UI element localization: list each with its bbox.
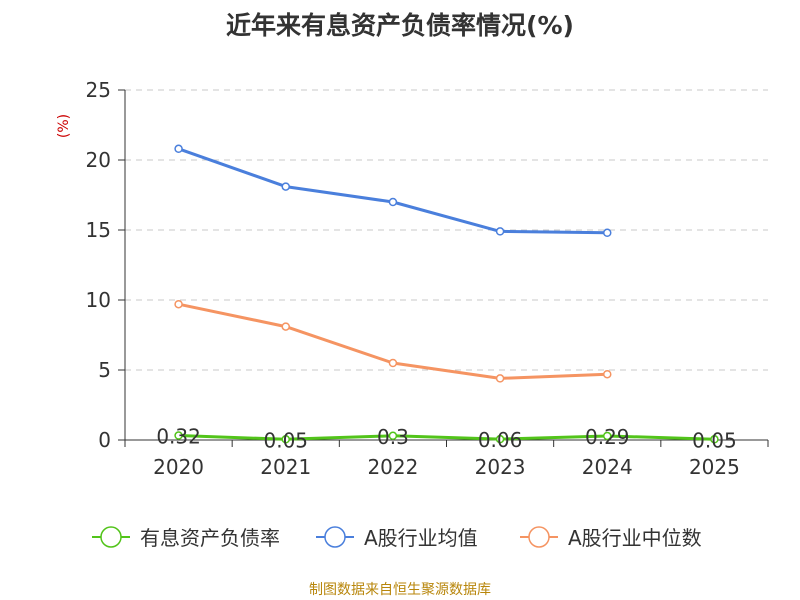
data-point <box>495 434 505 444</box>
data-label: 0.32 <box>156 425 201 449</box>
data-point <box>174 431 183 440</box>
gridlines <box>125 89 768 371</box>
y-tick-label: 5 <box>98 358 111 382</box>
source-note: 制图数据来自恒生聚源数据库 <box>309 582 491 598</box>
x-tick-label: 2021 <box>260 455 311 479</box>
data-point <box>281 182 290 191</box>
legend-label: 有息资产负债率 <box>140 526 280 550</box>
data-label: 0.06 <box>478 428 523 452</box>
data-point <box>710 435 719 444</box>
data-point <box>174 144 183 154</box>
y-tick-label: 15 <box>86 218 111 242</box>
legend-marker <box>100 526 122 548</box>
series-line <box>177 302 609 380</box>
data-label: 0.05 <box>692 428 737 452</box>
x-tick-label: 2025 <box>689 455 740 479</box>
series-lines <box>174 144 719 444</box>
legend-marker <box>324 526 346 548</box>
data-label: 0.05 <box>263 428 308 452</box>
data-point <box>495 227 505 236</box>
data-label: 0.29 <box>585 425 630 449</box>
data-point <box>388 431 398 441</box>
legend[interactable]: 有息资产负债率 A股行业均值 A股行业中位数 <box>92 526 702 550</box>
y-tick-label: 10 <box>86 288 111 312</box>
data-point <box>281 322 290 331</box>
data-point <box>388 358 398 368</box>
y-axis-unit: (%) <box>56 114 72 138</box>
legend-marker <box>528 526 550 548</box>
legend-label: A股行业均值 <box>364 526 478 550</box>
data-point <box>603 431 612 441</box>
x-tick-label: 2023 <box>475 455 526 479</box>
data-point <box>603 369 612 379</box>
chart-title: 近年来有息资产负债率情况(%) <box>226 11 574 40</box>
data-point <box>388 197 398 207</box>
x-tick-label: 2022 <box>367 455 418 479</box>
data-point <box>174 299 183 309</box>
data-labels: 0.32 0.05 0.3 0.06 0.29 0.05 <box>156 425 736 453</box>
data-label: 0.3 <box>377 425 409 449</box>
data-point <box>281 435 290 444</box>
y-tick-label: 25 <box>86 78 111 102</box>
y-tick-label: 0 <box>98 428 111 452</box>
x-tick-label: 2020 <box>153 455 204 479</box>
legend-label: A股行业中位数 <box>568 526 702 550</box>
series-line <box>177 147 609 235</box>
series-line <box>177 434 716 441</box>
y-tick-label: 20 <box>86 148 111 172</box>
x-tick-label: 2024 <box>582 455 633 479</box>
data-point <box>495 374 505 383</box>
data-point <box>603 228 612 238</box>
